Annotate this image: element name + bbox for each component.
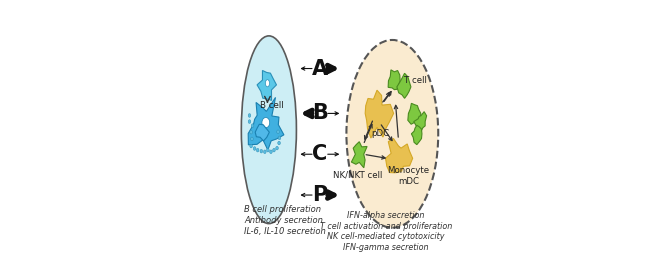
Text: T cell: T cell [404, 76, 427, 85]
Polygon shape [352, 142, 367, 168]
Ellipse shape [346, 40, 438, 228]
Ellipse shape [251, 124, 254, 127]
Ellipse shape [260, 149, 263, 153]
Polygon shape [257, 70, 277, 100]
Text: T cell activation and proliferation: T cell activation and proliferation [320, 222, 452, 231]
Text: Monocyte
mDC: Monocyte mDC [387, 166, 430, 186]
Ellipse shape [248, 114, 251, 117]
Text: B: B [312, 103, 328, 123]
Text: IL-6, IL-10 secretion: IL-6, IL-10 secretion [244, 227, 326, 236]
Ellipse shape [242, 36, 297, 224]
Polygon shape [388, 70, 400, 90]
Polygon shape [256, 124, 269, 141]
Ellipse shape [263, 150, 266, 154]
Ellipse shape [273, 148, 275, 152]
Polygon shape [414, 112, 426, 132]
Text: P: P [312, 185, 328, 205]
Polygon shape [365, 90, 394, 138]
Text: pDC: pDC [371, 129, 389, 138]
Text: IFN-alpha secretion: IFN-alpha secretion [348, 211, 425, 220]
Text: NK/NKT cell: NK/NKT cell [333, 170, 383, 179]
Text: B cell: B cell [260, 101, 283, 110]
Text: C: C [312, 144, 328, 164]
Polygon shape [411, 125, 422, 145]
Text: A: A [312, 59, 328, 78]
Ellipse shape [262, 117, 269, 128]
Ellipse shape [277, 130, 279, 134]
Polygon shape [408, 103, 421, 124]
Ellipse shape [256, 148, 259, 152]
Ellipse shape [248, 120, 251, 123]
Text: IFN-gamma secretion: IFN-gamma secretion [344, 243, 429, 252]
Ellipse shape [278, 141, 281, 145]
Ellipse shape [254, 147, 256, 150]
Ellipse shape [267, 148, 269, 152]
Ellipse shape [269, 150, 272, 154]
Ellipse shape [251, 137, 254, 141]
Ellipse shape [275, 146, 278, 150]
Text: B cell proliferation: B cell proliferation [244, 205, 321, 214]
Text: NK cell-mediated cytotoxicity: NK cell-mediated cytotoxicity [328, 232, 445, 241]
Text: Antibody secretion: Antibody secretion [244, 216, 323, 225]
Ellipse shape [278, 136, 281, 140]
Ellipse shape [265, 80, 269, 87]
Ellipse shape [250, 144, 252, 148]
Polygon shape [397, 73, 411, 98]
Ellipse shape [250, 130, 252, 134]
Polygon shape [248, 98, 284, 150]
Polygon shape [385, 139, 412, 173]
